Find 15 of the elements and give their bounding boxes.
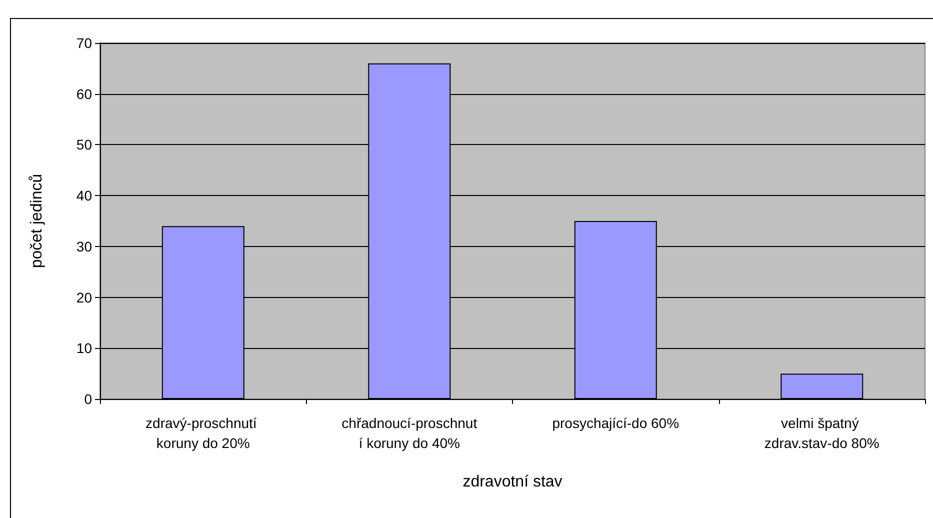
x-tick-label: velmi špatný zdrav.stav-do 80%	[764, 415, 880, 451]
x-tick-label: prosychající-do 60%	[552, 415, 680, 431]
y-tick-label: 50	[76, 136, 92, 153]
x-tick-label: chřadnoucí-proschnutí koruny do 40%	[342, 415, 478, 451]
x-axis-title: zdravotní stav	[462, 474, 562, 490]
y-tick-label: 0	[84, 391, 92, 407]
y-tick-label: 30	[76, 238, 92, 254]
y-tick-label: 70	[76, 35, 92, 51]
y-tick-label: 10	[76, 340, 92, 356]
y-axis-title: počet jedinců	[28, 174, 46, 268]
y-tick-label: 60	[76, 86, 92, 102]
x-tick-label: zdravý-proschnutí koruny do 20%	[146, 415, 261, 451]
y-tick-label: 40	[76, 188, 92, 204]
bar	[780, 374, 864, 399]
y-tick-label: 20	[76, 289, 92, 306]
